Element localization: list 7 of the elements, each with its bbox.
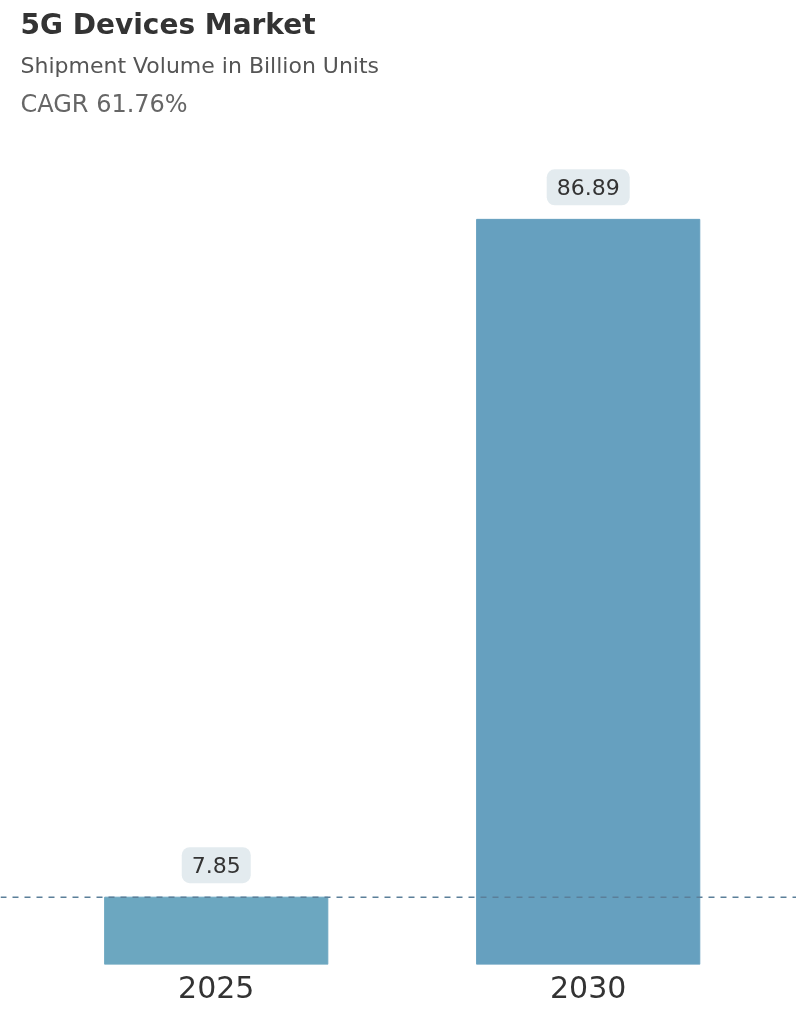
text: CAGR 61.76% [20, 89, 188, 118]
data-label: 7.85 [191, 853, 241, 879]
x-tick-label: 2030 [550, 969, 627, 1005]
chart-subtitle: Shipment Volume in Billion Units [20, 52, 380, 78]
chart-title: 5G Devices Market [20, 7, 316, 41]
x-tick-label: 2025 [178, 969, 255, 1005]
data-label: 86.89 [556, 175, 620, 201]
